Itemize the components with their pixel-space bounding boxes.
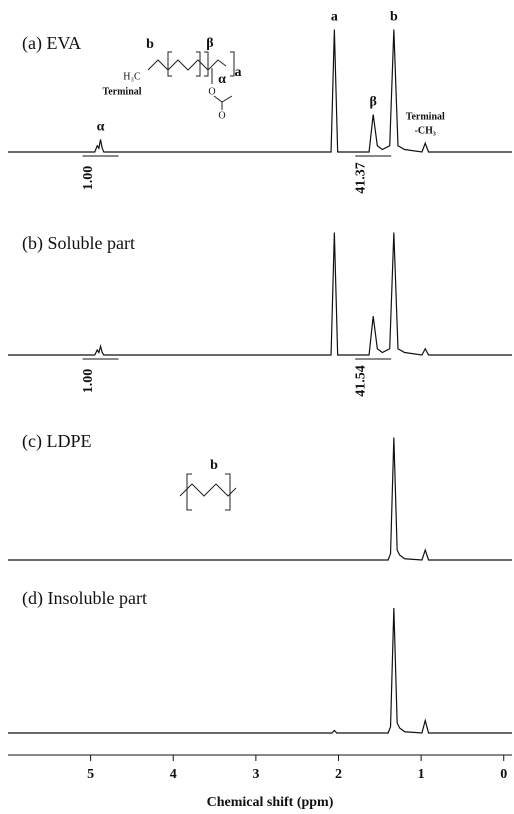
x-tick-label: 4	[170, 767, 177, 782]
structure-label: O	[218, 110, 225, 121]
peak-label: Terminal	[406, 112, 445, 123]
peak-label: b	[390, 10, 398, 25]
ldpe-structure	[179, 473, 237, 511]
spectrum-title: (a) EVA	[22, 33, 81, 54]
eva-structure	[147, 51, 235, 110]
spectrum-title: (b) Soluble part	[22, 233, 135, 254]
peak-label: a	[331, 10, 338, 25]
structure-label: b	[146, 37, 154, 52]
spectrum-line	[8, 29, 512, 153]
integral-label: 1.00	[81, 369, 96, 394]
integral-label: 1.00	[81, 166, 96, 191]
brackets	[186, 473, 231, 511]
structure-label: α	[218, 72, 226, 87]
spectrum-title: (d) Insoluble part	[22, 588, 147, 609]
spectrum-line	[8, 437, 512, 561]
x-tick-label: 3	[252, 767, 259, 782]
x-axis-title: Chemical shift (ppm)	[207, 795, 334, 810]
spectrum-line	[8, 607, 512, 734]
ester	[211, 68, 233, 110]
spectrum-line	[8, 232, 512, 356]
structure-label: β	[206, 36, 213, 51]
peak-label: β	[369, 95, 376, 110]
structure-label: a	[235, 65, 242, 80]
structure-label: b	[210, 458, 218, 473]
integral-label: 41.54	[353, 365, 368, 397]
structure-label: O	[208, 86, 215, 97]
structure-label: H₃C	[123, 71, 141, 82]
x-tick-label: 0	[500, 767, 507, 782]
x-tick-label: 2	[335, 767, 342, 782]
integral-label: 41.37	[353, 162, 368, 194]
structure-label: Terminal	[102, 86, 141, 97]
spectrum-title: (c) LDPE	[22, 431, 91, 452]
peak-label: -CH₃	[415, 126, 436, 137]
chain	[147, 59, 227, 71]
x-tick-label: 5	[87, 767, 94, 782]
x-tick-label: 1	[418, 767, 425, 782]
brackets	[167, 51, 235, 77]
chain	[179, 483, 237, 497]
peak-label: α	[97, 120, 105, 135]
